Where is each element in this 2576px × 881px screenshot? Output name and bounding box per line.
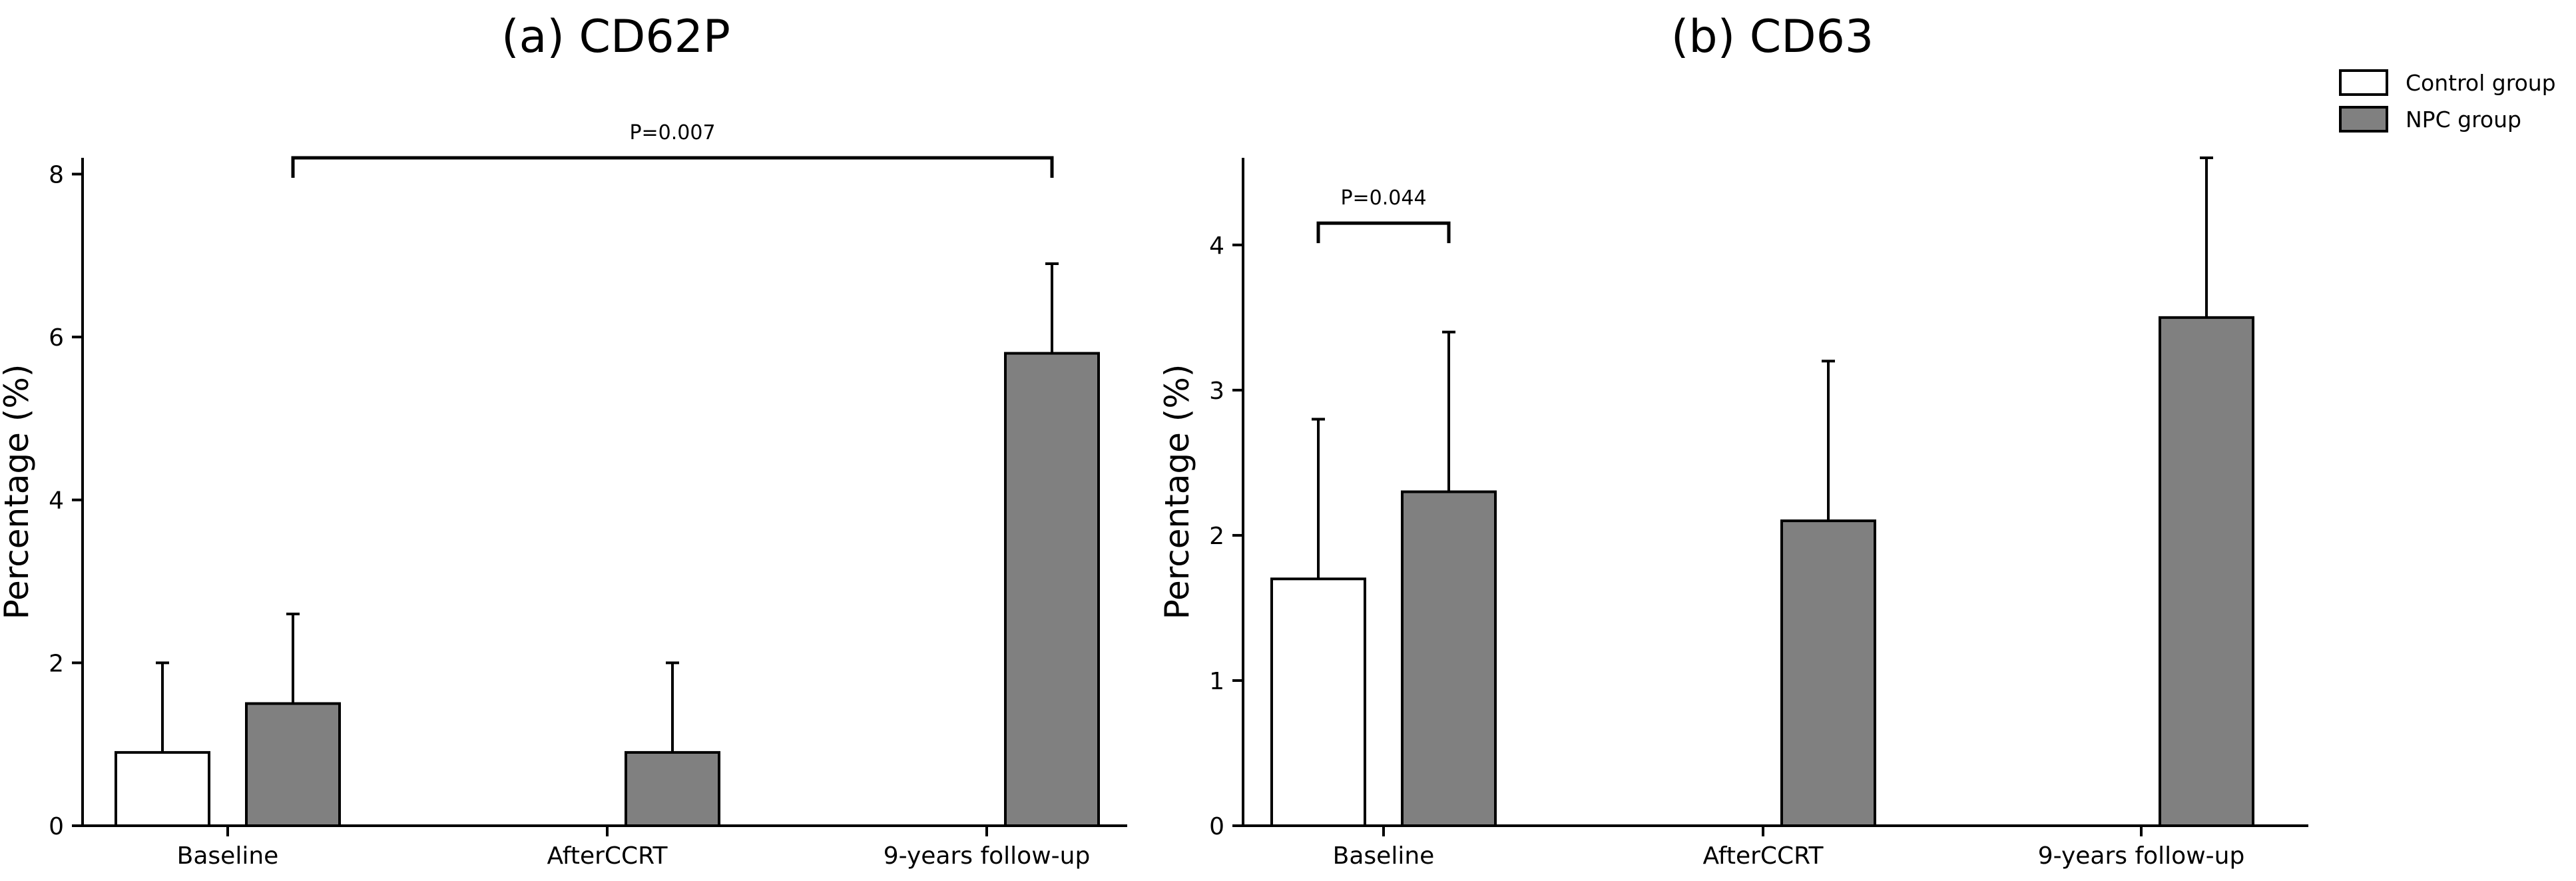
y-tick-label: 3 [1209,378,1224,405]
y-tick-label: 4 [1209,232,1224,260]
legend-swatch-npc [2339,106,2388,133]
chart-title: (a) CD62P [501,11,730,63]
bar [1401,490,1497,827]
bar [1004,352,1100,827]
significance-bracket [1316,221,1451,244]
y-tick-label: 8 [49,161,64,188]
y-tick-label: 2 [49,650,64,677]
x-tick-label: AfterCCRT [1702,842,1824,870]
y-axis-label: Percentage (%) [1158,364,1196,620]
x-tick-label: AfterCCRT [547,842,668,870]
y-tick-label: 6 [49,324,64,352]
y-tick-label: 2 [1209,523,1224,550]
y-tick-label: 4 [49,487,64,515]
legend: Control group NPC group [2339,69,2556,133]
bar [1270,577,1366,828]
chart-title: (b) CD63 [1671,11,1874,63]
panel-cd63: (b) CD63 0 1 2 3 4 Percentage (%) Baseline After… [1158,11,2308,870]
x-tick-label: Baseline [177,842,279,870]
y-axis-label: Percentage (%) [0,364,36,620]
x-tick-label: 9-years follow-up [884,842,1091,870]
bar [115,750,210,828]
p-value-label: P=0.007 [629,121,715,145]
bar [1780,519,1876,827]
y-tick-label: 1 [1209,668,1224,695]
bar [625,750,720,828]
x-tick-label: Baseline [1333,842,1435,870]
significance-bracket [291,156,1054,178]
legend-label-control: Control group [2406,70,2556,96]
bar [2159,316,2254,827]
panel-cd62p: (a) CD62P 0 2 4 6 8 Percentage (%) Baseline Afte… [0,11,1127,870]
legend-label-npc: NPC group [2406,107,2521,133]
y-tick-label: 0 [49,813,64,840]
legend-swatch-control [2339,69,2388,96]
x-tick-label: 9-years follow-up [2038,842,2245,870]
y-tick-label: 0 [1209,813,1224,840]
bar [245,702,341,828]
p-value-label: P=0.044 [1340,186,1426,210]
